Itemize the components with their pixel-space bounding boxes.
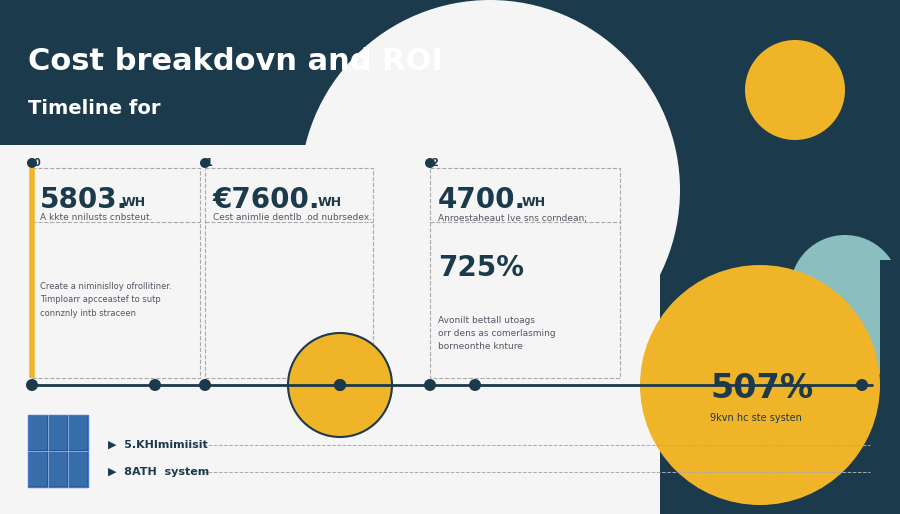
FancyBboxPatch shape (0, 145, 490, 514)
Text: 4700.: 4700. (438, 186, 526, 214)
Circle shape (288, 333, 392, 437)
FancyBboxPatch shape (49, 452, 67, 486)
Circle shape (856, 379, 868, 391)
FancyBboxPatch shape (29, 452, 47, 486)
Circle shape (425, 158, 435, 168)
Circle shape (149, 379, 161, 391)
Circle shape (199, 379, 211, 391)
Text: A kkte nnilusts cnbsteut.: A kkte nnilusts cnbsteut. (40, 213, 152, 223)
Text: Anroestaheaut lve sns corndean;: Anroestaheaut lve sns corndean; (438, 213, 587, 223)
Circle shape (745, 40, 845, 140)
Text: 2: 2 (431, 158, 437, 168)
Text: Avonilt bettall utoags
orr dens as comerlasming
borneonthe knture: Avonilt bettall utoags orr dens as comer… (438, 316, 555, 352)
Text: Create a niminislloy ofrollitiner.
Timploarr apcceastef to sutp
connznly intb st: Create a niminislloy ofrollitiner. Timpl… (40, 282, 172, 318)
Text: Timeline for: Timeline for (28, 99, 160, 118)
Circle shape (830, 275, 900, 355)
Text: 725%: 725% (438, 254, 524, 282)
FancyBboxPatch shape (0, 145, 640, 514)
Text: WH: WH (122, 196, 146, 210)
Text: ▶  8ATH  system: ▶ 8ATH system (108, 467, 209, 477)
Text: €7600.: €7600. (213, 186, 320, 214)
FancyBboxPatch shape (490, 190, 650, 514)
FancyBboxPatch shape (0, 145, 660, 514)
Text: WH: WH (318, 196, 342, 210)
Circle shape (334, 379, 346, 391)
Text: 9kvn hc ste systen: 9kvn hc ste systen (710, 413, 802, 423)
FancyBboxPatch shape (69, 416, 87, 450)
Text: 0: 0 (33, 158, 40, 168)
Circle shape (469, 379, 481, 391)
Circle shape (424, 379, 436, 391)
Text: ▶  5.KHImimiisit: ▶ 5.KHImimiisit (108, 440, 208, 450)
FancyBboxPatch shape (29, 416, 47, 450)
Text: Cost breakdovn and ROI: Cost breakdovn and ROI (28, 47, 443, 77)
Circle shape (27, 158, 37, 168)
Circle shape (817, 307, 893, 383)
Circle shape (790, 235, 900, 345)
Circle shape (640, 265, 880, 505)
Circle shape (260, 0, 660, 345)
Text: WH: WH (522, 196, 546, 210)
Circle shape (334, 379, 346, 391)
Circle shape (200, 158, 210, 168)
Circle shape (300, 0, 680, 380)
FancyBboxPatch shape (0, 0, 640, 514)
Text: Cest animlie dentlb .od nubrsedex.: Cest animlie dentlb .od nubrsedex. (213, 213, 372, 223)
Text: 5803.: 5803. (40, 186, 128, 214)
FancyBboxPatch shape (0, 0, 900, 145)
FancyBboxPatch shape (880, 260, 900, 380)
Circle shape (775, 275, 865, 365)
FancyBboxPatch shape (28, 415, 88, 487)
Text: 1: 1 (206, 158, 212, 168)
FancyBboxPatch shape (69, 452, 87, 486)
Text: 507%: 507% (710, 372, 813, 405)
FancyBboxPatch shape (49, 416, 67, 450)
Circle shape (26, 379, 38, 391)
